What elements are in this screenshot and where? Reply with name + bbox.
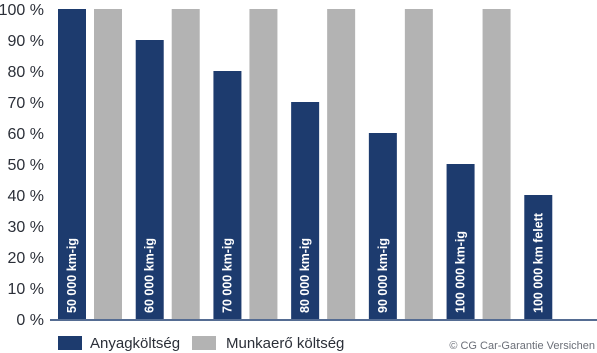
legend: Anyagköltség Munkaerő költség [58,335,344,352]
legend-swatch-munkaero-koltseg [192,336,216,350]
category-label: 100 000 km felett [531,212,545,313]
bar-munkaero-koltseg [171,9,200,319]
y-tick-label: 70 % [8,95,44,112]
category-label: 70 000 km-ig [220,238,234,313]
bar-munkaero-koltseg [327,9,356,319]
bar-anyagkoltseg [368,133,397,319]
bar-anyagkoltseg [135,40,164,319]
bar-anyagkoltseg [213,71,242,319]
y-axis-ticks: 0 % 10 % 20 % 30 % 40 % 50 % 60 % 70 % 80 % 90 % 1… [0,2,44,329]
bars [58,9,553,319]
bar-munkaero-koltseg [249,9,278,319]
bar-munkaero-koltseg [94,9,122,319]
y-tick-label: 20 % [8,250,44,267]
bar-labels: 50 000 km-ig 60 000 km-ig 70 000 km-ig 80 0… [65,212,545,313]
y-tick-label: 80 % [8,64,44,81]
bar-anyagkoltseg [58,9,86,319]
y-tick-label: 10 % [8,281,44,298]
category-label: 50 000 km-ig [65,238,79,313]
bar-anyagkoltseg [524,195,553,319]
category-label: 60 000 km-ig [143,238,157,313]
bar-anyagkoltseg [446,164,475,319]
y-tick-label: 90 % [8,33,44,50]
category-label: 90 000 km-ig [376,238,390,313]
y-tick-label: 0 % [16,312,44,329]
legend-swatch-anyagkoltseg [58,336,82,350]
category-label: 100 000 km-ig [454,231,468,313]
y-tick-label: 50 % [8,157,44,174]
y-tick-label: 100 % [0,2,44,19]
bar-munkaero-koltseg [482,9,511,319]
legend-label-munkaero-koltseg: Munkaerő költség [226,335,344,352]
bar-anyagkoltseg [291,102,320,319]
y-tick-label: 30 % [8,219,44,236]
bar-munkaero-koltseg [404,9,433,319]
legend-label-anyagkoltseg: Anyagköltség [90,335,180,352]
copyright-credit: © CG Car-Garantie Versichen [449,340,595,352]
category-label: 80 000 km-ig [298,238,312,313]
y-tick-label: 40 % [8,188,44,205]
y-tick-label: 60 % [8,126,44,143]
